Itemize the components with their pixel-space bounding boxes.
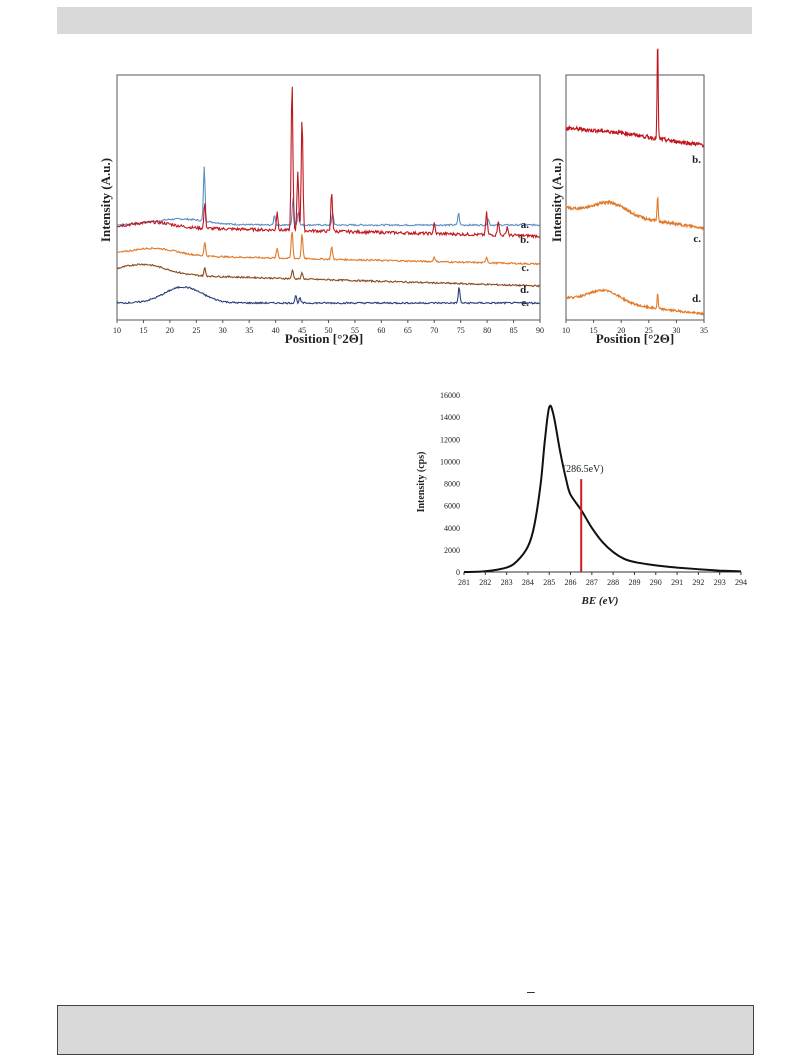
xrd-series-e <box>116 285 540 305</box>
x-tick-label: 75 <box>457 326 465 335</box>
x-tick-label: 10 <box>562 326 570 335</box>
x-tick-label: 289 <box>628 578 640 587</box>
x-tick-label: 50 <box>325 326 333 335</box>
y-tick-label: 4000 <box>444 524 460 533</box>
x-tick-label: 65 <box>404 326 412 335</box>
xps-xlabel: BE (eV) <box>581 595 619 607</box>
x-tick-label: 60 <box>377 326 385 335</box>
x-tick-label: 291 <box>671 578 683 587</box>
inset-series-label: b. <box>692 154 701 166</box>
x-tick-label: 290 <box>650 578 662 587</box>
y-tick-label: 0 <box>456 568 460 577</box>
x-tick-label: 70 <box>430 326 438 335</box>
x-tick-label: 292 <box>692 578 704 587</box>
x-tick-label: 80 <box>483 326 491 335</box>
inset-series-c <box>565 196 705 232</box>
xrd-inset-panel: b. c. d. 10 15 20 25 30 35 Position [°2Θ] Inten… <box>549 48 708 346</box>
x-tick-label: 284 <box>522 578 534 587</box>
y-tick-label: 6000 <box>444 502 460 511</box>
x-tick-label: 10 <box>113 326 121 335</box>
x-tick-label: 35 <box>245 326 253 335</box>
xps-xlabel-symbol: BE (eV) <box>581 595 619 607</box>
x-tick-label: 25 <box>192 326 200 335</box>
x-tick-label: 15 <box>139 326 147 335</box>
xrd-main-panel: a. b. c. d.e. 10 15 20 25 30 35 40 45 50 55 60 65 70 75 8… <box>98 74 544 346</box>
inset-series-label: c. <box>693 233 701 245</box>
y-tick-label: 14000 <box>440 413 460 422</box>
xrd-inset-xlabel: Position [°2Θ] <box>596 331 675 346</box>
x-tick-label: 40 <box>272 326 280 335</box>
xrd-series-label: d. <box>520 284 529 296</box>
y-tick-label: 16000 <box>440 391 460 400</box>
x-tick-label: 35 <box>700 326 708 335</box>
xrd-inset-ylabel: Intensity (A.u.) <box>549 158 564 242</box>
x-tick-label: 285 <box>543 578 555 587</box>
footer-band <box>57 1005 754 1055</box>
inset-series-b <box>565 48 705 149</box>
page-mark: – <box>527 983 535 999</box>
xrd-series-label: b. <box>520 234 529 246</box>
inset-series-label: d. <box>692 293 701 305</box>
y-tick-label: 12000 <box>440 435 460 444</box>
x-tick-label: 293 <box>714 578 726 587</box>
inset-series-d <box>565 287 705 317</box>
x-tick-label: 281 <box>458 578 470 587</box>
x-tick-label: 15 <box>590 326 598 335</box>
x-tick-label: 25 <box>645 326 653 335</box>
xps-c1s-curve <box>463 404 742 573</box>
x-tick-label: 283 <box>501 578 513 587</box>
x-tick-label: 90 <box>536 326 544 335</box>
x-tick-label: 55 <box>351 326 359 335</box>
x-tick-label: 286 <box>565 578 577 587</box>
x-tick-label: 30 <box>219 326 227 335</box>
xrd-series-label: a. <box>521 219 530 231</box>
y-tick-label: 2000 <box>444 546 460 555</box>
xrd-main-xlabel: Position [°2Θ] <box>285 331 364 346</box>
xrd-series-label: e. <box>521 297 529 309</box>
xrd-main-ylabel: Intensity (A.u.) <box>98 158 113 242</box>
x-tick-label: 20 <box>617 326 625 335</box>
y-tick-label: 10000 <box>440 457 460 466</box>
x-tick-label: 45 <box>298 326 306 335</box>
xrd-series-c <box>116 231 540 266</box>
xrd-main-frame <box>116 74 541 321</box>
xrd-series-d <box>116 263 541 288</box>
xrd-series-b <box>116 86 540 239</box>
x-tick-label: 85 <box>510 326 518 335</box>
x-tick-label: 30 <box>672 326 680 335</box>
x-tick-label: 20 <box>166 326 174 335</box>
x-tick-label: 282 <box>479 578 491 587</box>
header-band <box>57 7 752 34</box>
x-tick-label: 294 <box>735 578 747 587</box>
x-tick-label: 288 <box>607 578 619 587</box>
xps-ylabel: Intensity (cps) <box>416 452 427 513</box>
peak-marker-label: (286.5eV) <box>563 464 604 475</box>
xrd-series-a <box>116 166 540 227</box>
xrd-inset-frame <box>565 74 705 321</box>
x-tick-label: 287 <box>586 578 598 587</box>
y-tick-label: 8000 <box>444 480 460 489</box>
xps-panel: 0 2000 4000 6000 8000 10000 12000 14000 16000 281… <box>416 391 747 607</box>
xrd-series-label: c. <box>521 262 529 274</box>
